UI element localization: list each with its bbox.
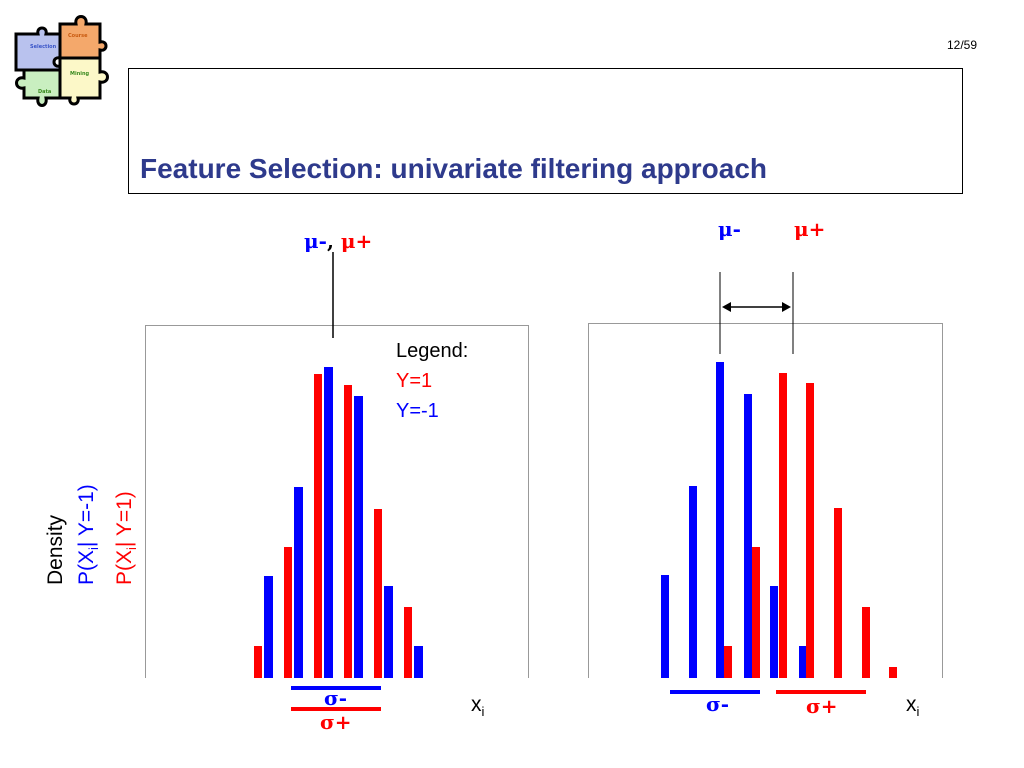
- right-histogram-plot: [588, 323, 943, 678]
- title-box: Feature Selection: univariate filtering …: [128, 68, 963, 194]
- bar-pos-bin-3: [314, 374, 322, 678]
- puzzle-logo: Selection Course Mining Data: [8, 10, 113, 115]
- left-mu-neg: μ-: [304, 229, 327, 253]
- logo-text-data: Data: [38, 89, 51, 95]
- slide-title: Feature Selection: univariate filtering …: [140, 153, 768, 184]
- left-x-axis-label: xi: [471, 693, 485, 720]
- ylabel-pos: P(Xi| Y=1): [113, 491, 140, 585]
- bar-neg-1: [661, 575, 669, 678]
- y-axis-label: Density P(Xi| Y=-1) P(Xi| Y=1): [40, 484, 147, 585]
- arrow-head-right: [782, 302, 791, 312]
- bar-neg-bin-6: [414, 646, 423, 678]
- logo-text-mining: Mining: [70, 71, 90, 77]
- puzzle-piece-course: [58, 15, 108, 60]
- arrow-head-left: [722, 302, 731, 312]
- bar-neg-3: [716, 362, 724, 678]
- puzzle-piece-data: [15, 68, 62, 107]
- bar-neg-bin-3: [324, 367, 333, 678]
- left-mu-label: μ-, μ+: [304, 229, 372, 253]
- bar-pos-1: [724, 646, 732, 678]
- right-sigma-pos-label: σ+: [806, 694, 838, 718]
- bar-pos-7: [889, 667, 897, 678]
- legend-item-pos: Y=1: [396, 370, 433, 392]
- bar-neg-6: [799, 646, 807, 678]
- left-histogram-plot: [145, 325, 529, 678]
- legend-title: Legend:: [396, 340, 469, 362]
- bar-pos-3: [779, 373, 787, 678]
- bar-pos-bin-6: [404, 607, 412, 678]
- logo-text-course: Course: [68, 33, 88, 39]
- bar-neg-bin-5: [384, 586, 393, 678]
- bar-pos-bin-5: [374, 509, 382, 678]
- left-mu-pos: μ+: [340, 229, 373, 253]
- bar-pos-5: [834, 508, 842, 678]
- bar-pos-bin-2: [284, 547, 292, 678]
- page-number: 12/59: [946, 38, 977, 52]
- right-mu-pos: μ+: [794, 217, 826, 241]
- puzzle-piece-mining: [58, 56, 109, 106]
- left-sigma-pos-label: σ+: [320, 710, 352, 734]
- legend: Legend: Y=1 Y=-1: [396, 336, 468, 426]
- right-sigma-neg-label: σ-: [706, 692, 730, 716]
- bar-neg-2: [689, 486, 697, 678]
- bar-pos-4: [806, 383, 814, 678]
- bar-pos-bin-4: [344, 385, 352, 678]
- right-x-axis-label: xi: [906, 693, 920, 720]
- bar-neg-5: [770, 586, 778, 678]
- right-mu-neg: μ-: [718, 217, 741, 241]
- legend-item-neg: Y=-1: [396, 400, 439, 422]
- bar-neg-4: [744, 394, 752, 678]
- left-sigma-neg-label: σ-: [324, 686, 348, 710]
- bar-pos-bin-1: [254, 646, 262, 678]
- logo-text-selection: Selection: [30, 44, 57, 50]
- left-mu-separator: ,: [326, 229, 334, 253]
- bar-pos-2: [752, 547, 760, 678]
- bar-neg-bin-1: [264, 576, 273, 678]
- ylabel-neg: P(Xi| Y=-1): [75, 484, 102, 585]
- ylabel-density: Density: [44, 514, 67, 585]
- bar-neg-bin-4: [354, 396, 363, 678]
- bar-neg-bin-2: [294, 487, 303, 678]
- bar-pos-6: [862, 607, 870, 678]
